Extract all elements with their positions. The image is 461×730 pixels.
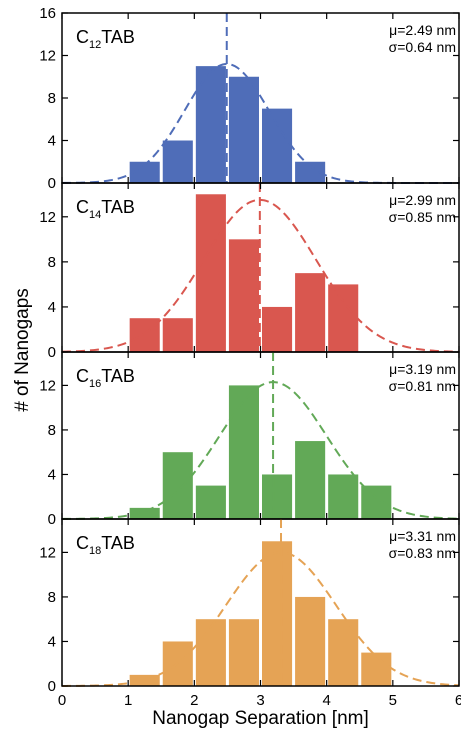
x-axis-title: Nanogap Separation [nm] [152,708,369,729]
y-tick-label: 0 [48,344,56,361]
histogram-bar [129,318,160,352]
panel-label-subscript: 16 [89,378,101,390]
sigma-label: σ=0.64 nm [389,39,456,55]
y-tick-label: 0 [48,678,56,695]
y-tick-label: 4 [48,133,56,150]
panel-label-suffix: TAB [101,27,135,47]
x-tick-label: 0 [58,692,66,709]
histogram-bar [228,385,259,519]
histogram-bar [295,596,326,686]
y-tick-label: 8 [48,422,56,439]
y-tick-label: 12 [39,377,56,394]
histogram-bar [328,284,359,352]
y-tick-label: 8 [48,90,56,107]
panel-label-prefix: C [76,197,89,217]
mean-label: μ=3.19 nm [389,361,456,377]
y-tick-label: 8 [48,254,56,271]
panel-label-prefix: C [76,366,89,386]
histogram-bar [129,161,160,183]
histogram-bar [195,194,226,352]
histogram-bar [361,652,392,686]
histogram-bar [262,306,293,352]
panel-label: C16TAB [76,366,135,390]
mean-label: μ=2.49 nm [389,22,456,38]
sigma-label: σ=0.81 nm [389,378,456,394]
histogram-bar [295,161,326,183]
histogram-bar [295,273,326,352]
x-tick-label: 2 [190,692,198,709]
y-tick-label: 12 [39,209,56,226]
y-tick-label: 12 [39,48,56,65]
y-tick-label: 12 [39,544,56,561]
mean-label: μ=2.99 nm [389,192,456,208]
histogram-bar [262,541,293,686]
panel-label-suffix: TAB [101,366,135,386]
y-tick-label: 16 [39,5,56,22]
x-tick-label: 4 [322,692,330,709]
histogram-bar [162,318,193,352]
histogram-bar [228,239,259,352]
panel-label-subscript: 12 [89,39,101,51]
histogram-bar [195,485,226,519]
panel-3: 0 4 8 12 C18TAB μ=3.31 nmσ=0.83 nm [39,518,460,695]
y-tick-label: 4 [48,466,56,483]
panel-label-prefix: C [76,27,89,47]
x-tick-label: 6 [455,692,461,709]
histogram-bar [295,441,326,519]
histogram-bar [162,452,193,519]
panel-label-prefix: C [76,533,89,553]
x-tick-label: 3 [256,692,264,709]
panel-label-suffix: TAB [101,197,135,217]
histogram-bar [361,485,392,519]
histogram-bar [228,76,259,183]
y-tick-label: 0 [48,511,56,528]
gaussian-fit-curve [62,551,460,687]
panel-label-subscript: 14 [89,209,101,221]
y-tick-label: 4 [48,633,56,650]
y-tick-label: 8 [48,589,56,606]
panel-label: C12TAB [76,27,135,51]
panel-label: C14TAB [76,197,135,221]
histogram-bar [162,140,193,183]
x-tick-label: 5 [389,692,397,709]
mean-label: μ=3.31 nm [389,528,456,544]
gaussian-fit-curve [61,62,459,184]
histogram-bar [228,619,259,686]
gaussian-fit-curve [61,381,460,520]
histogram-bar [129,507,160,519]
histogram-bar [262,474,293,519]
histogram-bar [328,474,359,519]
histogram-bar [195,619,226,686]
y-tick-label: 0 [48,175,56,192]
sigma-label: σ=0.83 nm [389,545,456,561]
y-axis-title: # of Nanogaps [12,288,33,412]
panel-label-subscript: 18 [89,545,101,557]
sigma-label: σ=0.85 nm [389,209,456,225]
panel-1: 0 4 8 12 C14TAB μ=2.99 nmσ=0.85 nm [39,182,460,361]
panel-label-suffix: TAB [101,533,135,553]
histogram-bar [262,108,293,183]
histogram-bar [129,674,160,686]
panel-label: C18TAB [76,533,135,557]
y-tick-label: 4 [48,299,56,316]
panel-2: 0 4 8 12 C16TAB μ=3.19 nmσ=0.81 nm [39,351,460,528]
x-tick-label: 1 [124,692,132,709]
